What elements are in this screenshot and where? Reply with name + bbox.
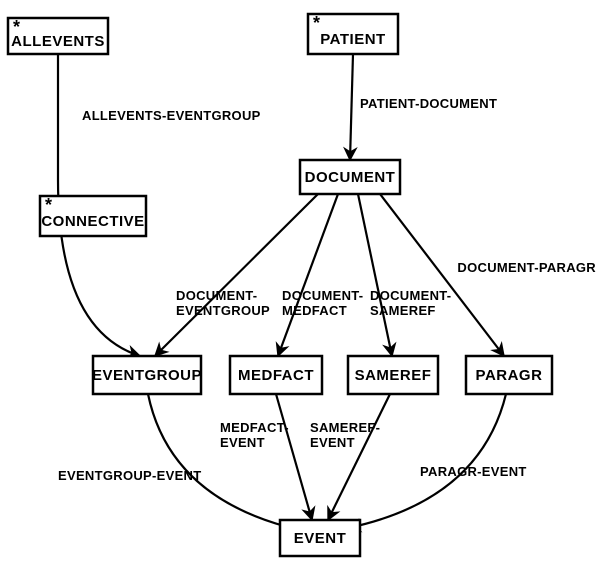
edge-label-allevents-eventgroup: ALLEVENTS-EVENTGROUP <box>82 108 261 123</box>
node-label-connective: CONNECTIVE <box>41 213 144 230</box>
edge-label-document-medfact: DOCUMENT- <box>282 288 363 303</box>
node-label-allevents: ALLEVENTS <box>11 33 105 50</box>
node-event: EVENT <box>280 520 360 556</box>
node-document: DOCUMENT <box>300 160 400 194</box>
edge-label-document-sameref: DOCUMENT- <box>370 288 451 303</box>
node-sameref: SAMEREF <box>348 356 438 394</box>
edge-label-paragr-event: PARAGR-EVENT <box>420 464 527 479</box>
edge-label-document-paragr: DOCUMENT-PARAGR <box>457 260 596 275</box>
edge-sameref-event <box>328 394 390 520</box>
node-connective: CONNECTIVE* <box>40 195 146 236</box>
node-paragr: PARAGR <box>466 356 552 394</box>
edge-label2-document-eventgroup: EVENTGROUP <box>176 303 270 318</box>
edge-label2-document-medfact: MEDFACT <box>282 303 347 318</box>
node-star-patient: * <box>313 13 320 33</box>
edge-document-medfact <box>278 194 338 356</box>
node-eventgroup: EVENTGROUP <box>92 356 202 394</box>
edge-patient-document <box>350 54 353 160</box>
node-label-paragr: PARAGR <box>476 367 543 384</box>
edge-document-sameref <box>358 194 392 356</box>
node-star-connective: * <box>45 195 52 215</box>
edge-label-eventgroup-event: EVENTGROUP-EVENT <box>58 468 201 483</box>
node-star-allevents: * <box>13 17 20 37</box>
edge-labels-layer: ALLEVENTS-EVENTGROUP PATIENT-DOCUMENT DOCU… <box>58 96 596 483</box>
edge-paragr-event <box>348 394 506 528</box>
node-allevents: ALLEVENTS* <box>8 17 108 54</box>
node-patient: PATIENT* <box>308 13 398 54</box>
edge-label2-document-sameref: SAMEREF <box>370 303 436 318</box>
edge-label-document-eventgroup: DOCUMENT- <box>176 288 257 303</box>
node-label-event: EVENT <box>294 530 347 547</box>
edge-medfact-event <box>276 394 312 520</box>
node-label-medfact: MEDFACT <box>238 367 314 384</box>
node-label-eventgroup: EVENTGROUP <box>92 367 202 384</box>
edge-document-eventgroup <box>155 194 318 356</box>
edge-label-patient-document: PATIENT-DOCUMENT <box>360 96 497 111</box>
edge-eventgroup-event <box>148 394 300 530</box>
node-label-sameref: SAMEREF <box>355 367 432 384</box>
edge-label-sameref-event: SAMEREF- <box>310 420 380 435</box>
edge-label2-sameref-event: EVENT <box>310 435 355 450</box>
diagram-canvas: ALLEVENTS*PATIENT*CONNECTIVE*DOCUMENTEVE… <box>0 0 600 577</box>
node-medfact: MEDFACT <box>230 356 322 394</box>
node-label-patient: PATIENT <box>320 31 385 48</box>
edge-label-medfact-event: MEDFACT- <box>220 420 289 435</box>
node-label-document: DOCUMENT <box>305 169 396 186</box>
edge-document-paragr <box>380 194 504 356</box>
edge-label2-medfact-event: EVENT <box>220 435 265 450</box>
